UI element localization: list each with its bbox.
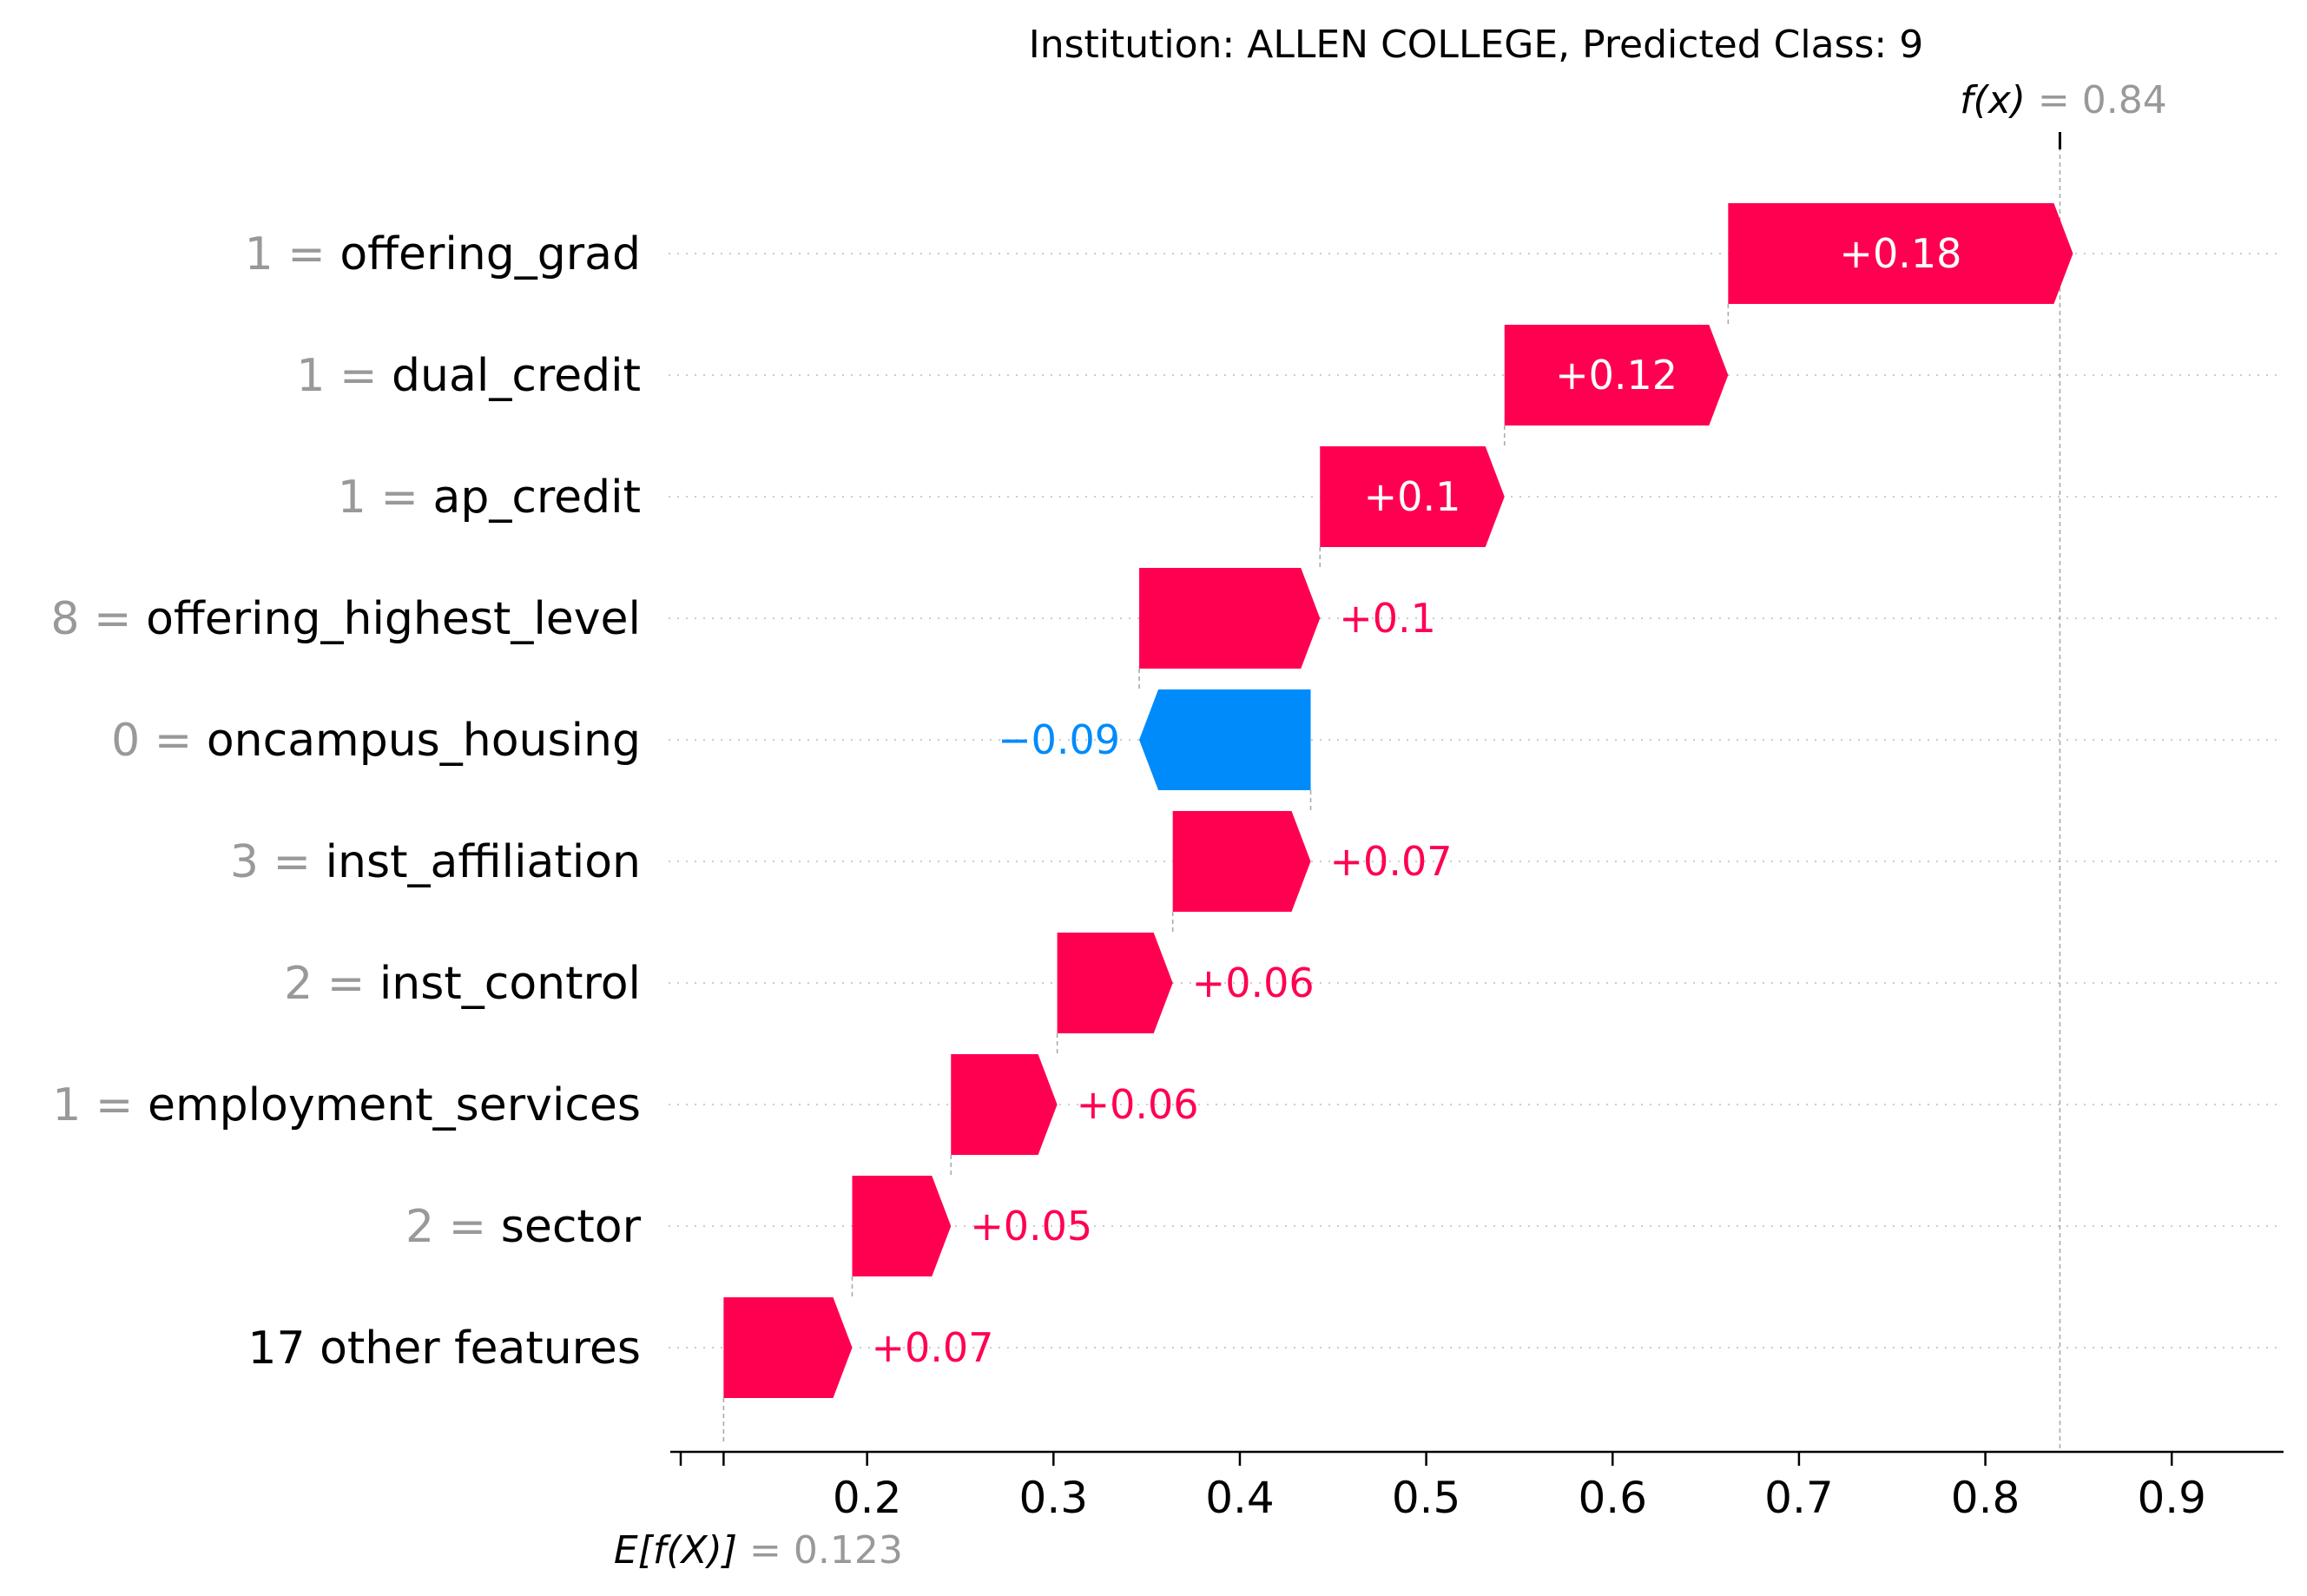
feature-label: 2 = sector xyxy=(405,1201,642,1253)
connector-lines xyxy=(722,139,2061,1452)
x-tick-label: 0.4 xyxy=(1205,1473,1275,1523)
output-value-label: f(x) = 0.84 xyxy=(1960,78,2167,122)
bar-ap_credit xyxy=(1320,446,1505,547)
feature-value: 2 = xyxy=(405,1201,501,1253)
x-tick-label: 0.2 xyxy=(833,1473,902,1523)
feature-name: offering_highest_level xyxy=(146,593,641,645)
feature-label: 3 = inst_affiliation xyxy=(230,836,641,888)
feature-label: 1 = offering_grad xyxy=(245,228,641,280)
feature-label: 2 = inst_control xyxy=(284,958,641,1010)
x-axis: 0.2 0.3 0.4 0.5 0.6 0.7 0.8 0.9 xyxy=(670,1450,2284,1523)
feature-name: dual_credit xyxy=(392,350,641,402)
feature-value: 1 = xyxy=(338,472,433,524)
bar-value-label: +0.05 xyxy=(970,1203,1092,1250)
feature-value: 2 = xyxy=(284,958,379,1010)
feature-name: inst_affiliation xyxy=(326,836,641,888)
bar-value-label: +0.07 xyxy=(1330,838,1453,885)
feature-name: employment_services xyxy=(148,1079,641,1131)
feature-label: 0 = oncampus_housing xyxy=(111,715,641,767)
bar-offering_grad xyxy=(1728,203,2073,304)
bar-value-label: +0.12 xyxy=(1555,352,1678,399)
annotations: f(x) = 0.84 E[f(X)] = 0.123 xyxy=(614,78,2167,1573)
feature-name: sector xyxy=(501,1201,642,1253)
bar-inst_control xyxy=(1057,933,1173,1033)
base-value-label: E[f(X)] = 0.123 xyxy=(614,1528,903,1573)
x-tick-label: 0.8 xyxy=(1951,1473,2020,1523)
bar-inst_affiliation xyxy=(1172,811,1311,912)
bar-value-label: +0.1 xyxy=(1364,473,1461,520)
bar-value-label: +0.06 xyxy=(1192,960,1315,1006)
bar-oncampus_housing xyxy=(1139,689,1311,790)
feature-value: 1 = xyxy=(245,228,340,280)
x-tick-label: 0.9 xyxy=(2137,1473,2206,1523)
output-symbol: f(x) xyxy=(1960,78,2038,122)
x-tick-label: 0.7 xyxy=(1764,1473,1834,1523)
feature-label: 1 = ap_credit xyxy=(338,472,641,524)
feature-label: 8 = offering_highest_level xyxy=(50,593,641,645)
bar-value-label: +0.06 xyxy=(1077,1081,1199,1128)
bar-value-label: +0.18 xyxy=(1839,230,1961,277)
chart-title: Institution: ALLEN COLLEGE, Predicted Cl… xyxy=(1029,23,1923,67)
bar-dual_credit xyxy=(1504,325,1729,425)
feature-value: 3 = xyxy=(230,836,326,888)
feature-name: offering_grad xyxy=(339,228,641,280)
feature-labels: +0.18 1 = offering_grad +0.12 1 = dual_cred… xyxy=(50,228,1961,1375)
bar-offering_highest_level xyxy=(1139,568,1321,669)
feature-value: 1 = xyxy=(52,1079,148,1131)
feature-name: 17 other features xyxy=(247,1322,641,1375)
feature-name: ap_credit xyxy=(432,472,641,524)
base-value: = 0.123 xyxy=(749,1528,903,1573)
bar-value-label: +0.07 xyxy=(871,1324,993,1371)
feature-name: oncampus_housing xyxy=(207,715,641,767)
base-symbol: E[f(X)] xyxy=(614,1528,749,1573)
bar-value-label: +0.1 xyxy=(1339,595,1436,642)
output-value: = 0.84 xyxy=(2038,78,2167,122)
feature-label: 1 = employment_services xyxy=(52,1079,641,1131)
gridlines xyxy=(669,253,2284,1349)
feature-label: 1 = dual_credit xyxy=(296,350,641,402)
bar-17-other-features xyxy=(723,1297,853,1398)
x-tick-label: 0.6 xyxy=(1578,1473,1647,1523)
feature-value: 0 = xyxy=(111,715,207,767)
x-tick-label: 0.3 xyxy=(1019,1473,1089,1523)
bar-sector xyxy=(852,1176,952,1276)
bar-employment_services xyxy=(951,1054,1058,1155)
x-tick-label: 0.5 xyxy=(1392,1473,1461,1523)
feature-name: inst_control xyxy=(379,958,641,1010)
bars xyxy=(723,203,2073,1398)
feature-value: 8 = xyxy=(50,593,146,645)
bar-value-label: −0.09 xyxy=(998,716,1120,763)
feature-value: 1 = xyxy=(296,350,392,402)
feature-label: 17 other features xyxy=(247,1322,641,1375)
